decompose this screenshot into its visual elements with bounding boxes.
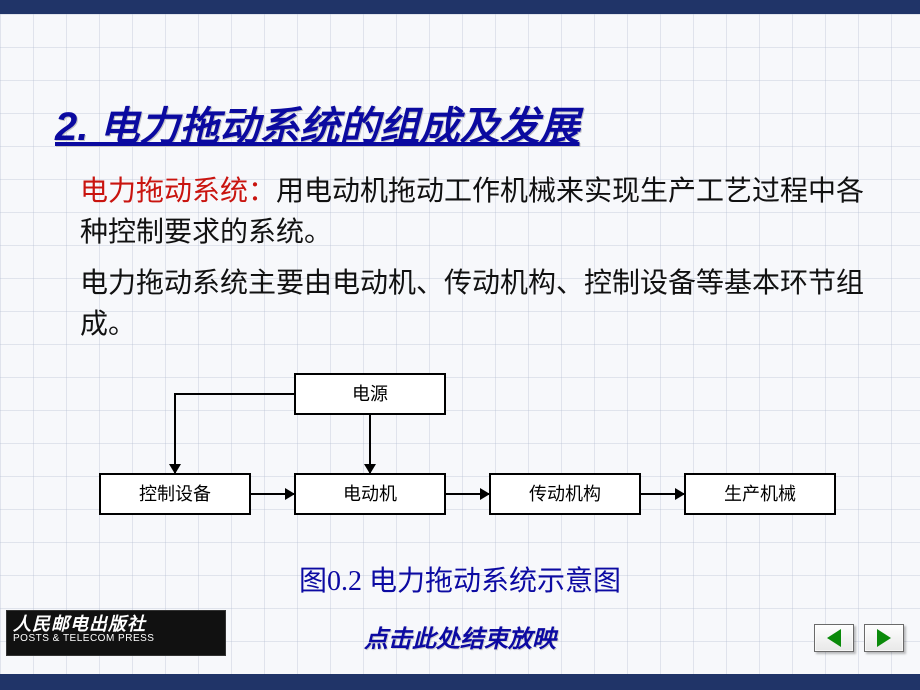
svg-text:电源: 电源: [352, 384, 388, 404]
body-paragraph-1: 电力拖动系统：用电动机拖动工作机械来实现生产工艺过程中各种控制要求的系统。: [80, 172, 880, 253]
flowchart-diagram: 电源控制设备 电动机 传动机构 生产机械: [70, 364, 850, 544]
svg-text:传动机构: 传动机构: [529, 484, 601, 504]
svg-text:生产机械: 生产机械: [724, 484, 796, 504]
triangle-left-icon: [827, 629, 841, 647]
paragraph-1-lead: 电力拖动系统：: [80, 176, 276, 207]
next-slide-button[interactable]: [864, 624, 904, 652]
slide-title: 2. 电力拖动系统的组成及发展: [55, 94, 579, 152]
body-paragraph-2: 电力拖动系统主要由电动机、传动机构、控制设备等基本环节组成。: [80, 264, 880, 345]
svg-text:控制设备: 控制设备: [139, 484, 211, 504]
svg-text:电动机: 电动机: [343, 484, 397, 504]
end-slideshow-link[interactable]: 点击此处结束放映: [0, 619, 920, 654]
prev-slide-button[interactable]: [814, 624, 854, 652]
slide: 2. 电力拖动系统的组成及发展 电力拖动系统：用电动机拖动工作机械来实现生产工艺…: [0, 0, 920, 690]
triangle-right-icon: [877, 629, 891, 647]
nav-buttons: [814, 624, 904, 652]
figure-caption: 图0.2 电力拖动系统示意图: [0, 559, 920, 599]
